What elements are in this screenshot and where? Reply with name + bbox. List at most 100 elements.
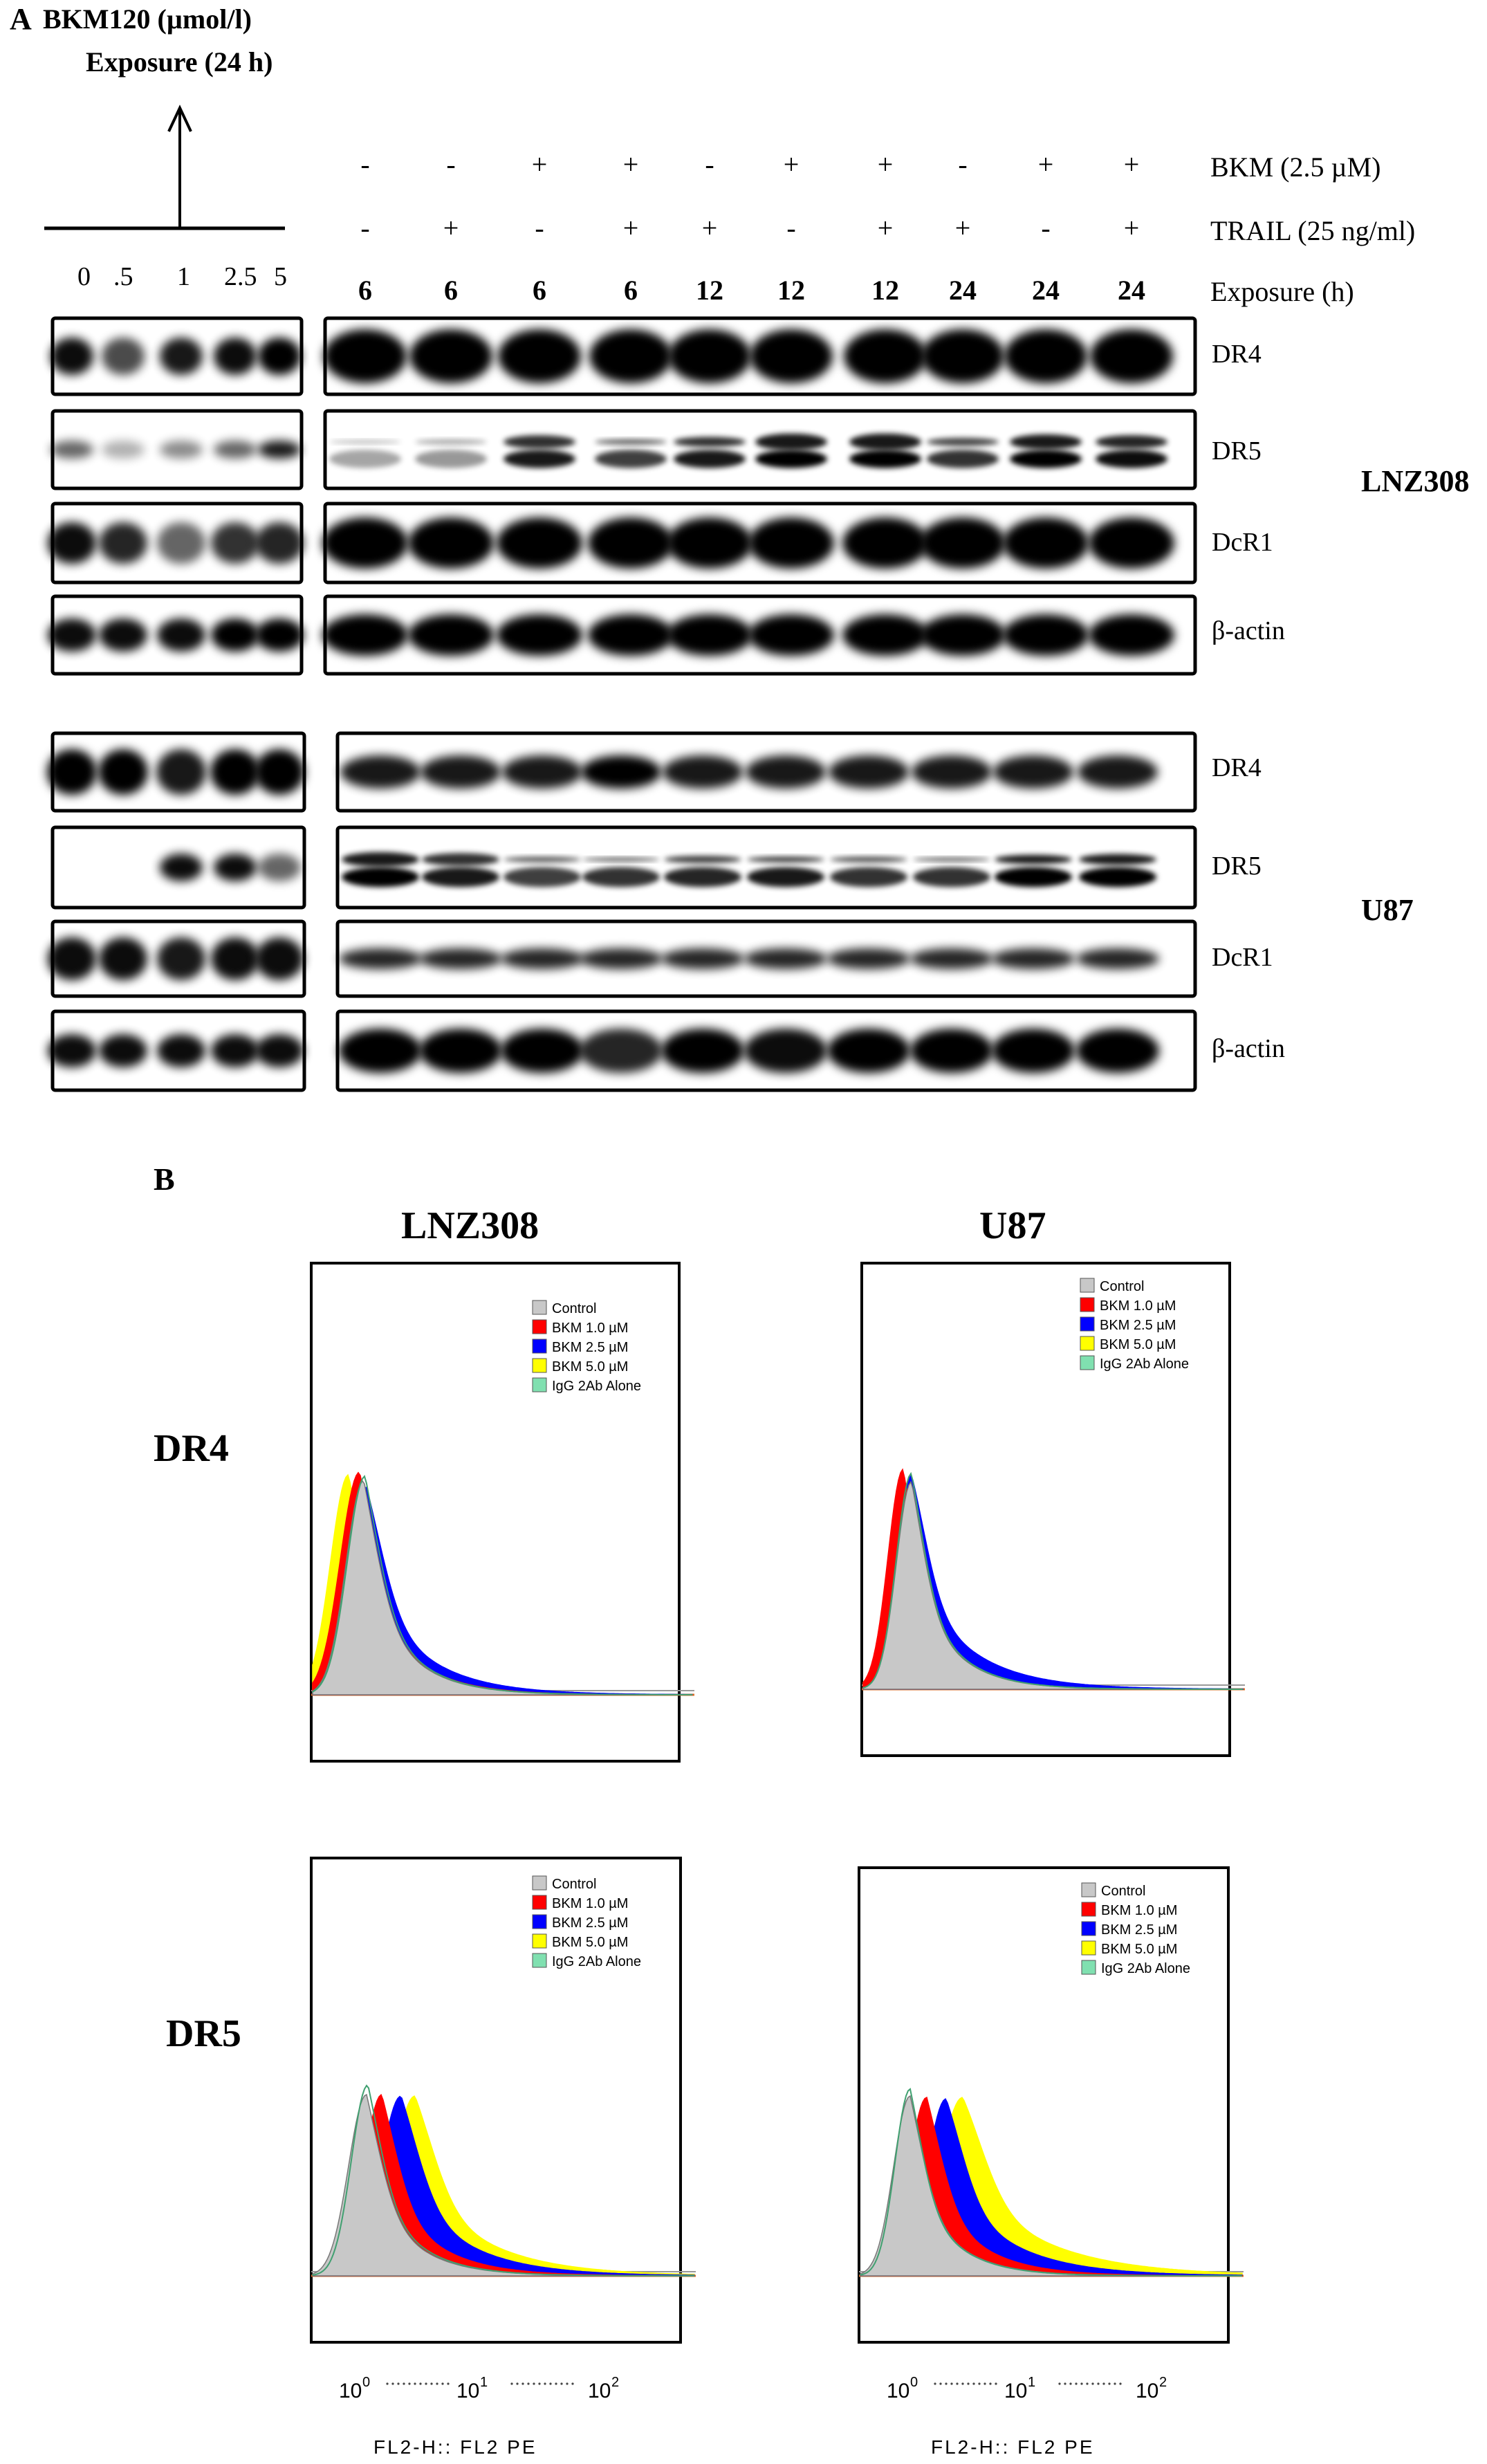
blot-band [1096,435,1167,449]
treatment-value: + [622,149,639,180]
blot-band [1010,434,1082,450]
axis-minor-tick [995,2382,997,2385]
panel-b-letter: B [154,1161,175,1197]
legend-label: BKM 1.0 µM [1101,1903,1177,1918]
legend-swatch [1080,1316,1095,1332]
histogram-plot: Control BKM 1.0 µM BKM 2.5 µM BKM 5.0 µM IgG… [310,1857,696,2402]
blot-band [47,749,97,795]
blot-frame [335,825,1197,910]
treatment-value: - [360,149,370,180]
treatment-value: + [783,149,800,180]
blot-band [415,439,487,445]
blot-band [664,856,741,863]
blot-band [408,517,494,569]
blot-strip [322,594,1197,676]
legend-label: IgG 2Ab Alone [1101,1961,1190,1976]
legend-label: Control [552,1877,596,1892]
blot-label-dcr1: DcR1 [1212,528,1273,557]
blot-band [661,1029,744,1073]
axis-minor-tick [560,2382,563,2385]
blot-band [329,440,401,444]
series-curve-igg [312,1475,692,1695]
legend-label: BKM 1.0 µM [552,1321,628,1336]
dose-label: 1 [177,262,190,291]
dose-title-line1: BKM120 (µmol/l) [43,3,252,35]
legend-swatch [532,1358,547,1373]
blot-band [160,854,203,881]
blot-band [748,517,834,569]
blot-band [157,937,205,980]
treatment-value: + [877,149,894,180]
blot-band [50,338,93,375]
dose-label: 2.5 [224,262,257,291]
axis-minor-tick [989,2382,992,2385]
trail-row-label: TRAIL (25 ng/ml) [1210,215,1416,246]
axis-minor-tick [983,2382,986,2385]
blot-band [748,614,834,656]
blot-strip [50,316,304,396]
blot-band [1003,614,1089,656]
blot-band [1096,450,1167,468]
blot-label-actin: β-actin [1212,1034,1285,1063]
blot-band [1010,450,1082,468]
legend-swatch [532,1953,547,1968]
treatment-value: + [1123,212,1140,243]
blot-band [324,329,407,383]
blot-band [667,614,752,656]
blot-band [98,749,148,795]
blot-band [755,450,827,468]
axis-minor-tick [950,2382,953,2385]
axis-tick-exponent: 1 [1028,2375,1035,2390]
legend-swatch [532,1914,547,1929]
legend-swatch [1080,1336,1095,1351]
blot-band [920,614,1006,656]
axis-minor-tick [1114,2382,1116,2385]
blot-strip [47,731,306,813]
blot-band [322,517,408,569]
axis-tick-label: 10 [339,2380,362,2402]
panel-a-letter: A [10,2,32,36]
axis-tick-exponent: 1 [480,2375,488,2390]
treatment-value: 6 [624,275,638,306]
cell-line-u87: U87 [1361,893,1414,927]
legend-label: Control [552,1301,596,1316]
legend-label: IgG 2Ab Alone [552,1954,641,1969]
blot-band [1089,614,1174,656]
blot-band [674,450,746,468]
treatment-value: + [701,212,718,243]
blot-band [498,329,581,383]
blot-strip [335,1009,1197,1092]
blot-band [48,937,96,980]
blot-strip [335,919,1197,998]
blot-band [504,435,575,449]
blot-strip [48,502,304,585]
axis-minor-tick [414,2382,416,2385]
cell-line-lnz308: LNZ308 [1361,464,1470,498]
axis-tick-label: 10 [887,2380,909,2402]
axis-tick-exponent: 2 [1159,2375,1167,2390]
axis-minor-tick [972,2382,975,2385]
row-title-dr5: DR5 [166,2012,241,2055]
blot-strip [322,502,1197,585]
blot-band [589,329,672,383]
legend-label: BKM 2.5 µM [552,1915,628,1931]
axis-minor-tick [1119,2382,1122,2385]
blot-band [497,517,582,569]
legend-swatch [1081,1902,1096,1917]
treatment-value: 12 [777,275,805,306]
blot-band [667,517,752,569]
blot-band [210,749,260,795]
blot-band [663,755,743,789]
treatment-value: - [705,149,714,180]
legend-label: BKM 5.0 µM [1100,1337,1176,1352]
x-axis-label: FL2-H:: FL2 PE [931,2436,1095,2458]
blot-band [582,857,660,862]
blot-band [342,852,419,867]
treatment-value: 24 [1118,275,1145,306]
blot-band [830,867,907,888]
blot-strip [323,316,1197,396]
legend-label: BKM 2.5 µM [1101,1922,1177,1938]
blot-band [48,522,96,564]
blot-band [99,937,147,980]
